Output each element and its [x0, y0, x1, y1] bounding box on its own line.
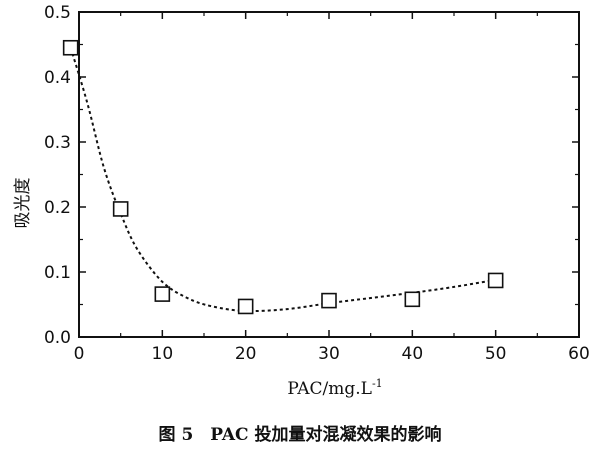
data-point — [154, 286, 171, 302]
y-tick-label: 0.5 — [44, 3, 71, 23]
y-tick-label: 0.4 — [44, 68, 71, 88]
y-tick-label: 0.3 — [44, 133, 71, 153]
x-axis-title-main: PAC/mg.L — [287, 379, 372, 399]
y-tick-label: 0.1 — [44, 263, 71, 283]
fit-curve — [69, 47, 496, 313]
x-tick-label: 50 — [485, 344, 507, 364]
y-tick-label: 0.2 — [44, 198, 71, 218]
plot-border — [78, 11, 580, 338]
y-axis-title: 吸光度 — [13, 178, 33, 229]
data-point — [112, 201, 129, 217]
x-axis-title-superscript: -1 — [372, 377, 383, 390]
x-axis-title: PAC/mg.L-1 — [287, 377, 382, 399]
plot-frame — [78, 11, 580, 338]
y-tick-label: 0.0 — [44, 328, 71, 348]
data-point — [487, 272, 504, 289]
data-point — [321, 292, 337, 309]
x-tick-label: 10 — [152, 344, 174, 364]
data-points — [62, 39, 504, 315]
data-point — [62, 39, 79, 56]
x-tick-label: 40 — [402, 344, 424, 364]
figure-caption: 图 5 PAC 投加量对混凝效果的影响 — [159, 424, 442, 445]
fit-curve-group — [69, 47, 496, 313]
x-tick-label: 30 — [318, 344, 340, 364]
data-point — [237, 298, 254, 315]
axis-ticks: 0 10 20 30 40 50 60 0.0 0.1 0.2 0.3 0.4 0.5 — [44, 3, 590, 364]
x-tick-label: 0 — [74, 344, 85, 364]
x-tick-label: 60 — [568, 344, 590, 364]
data-point — [404, 291, 421, 308]
x-tick-label: 20 — [235, 344, 257, 364]
